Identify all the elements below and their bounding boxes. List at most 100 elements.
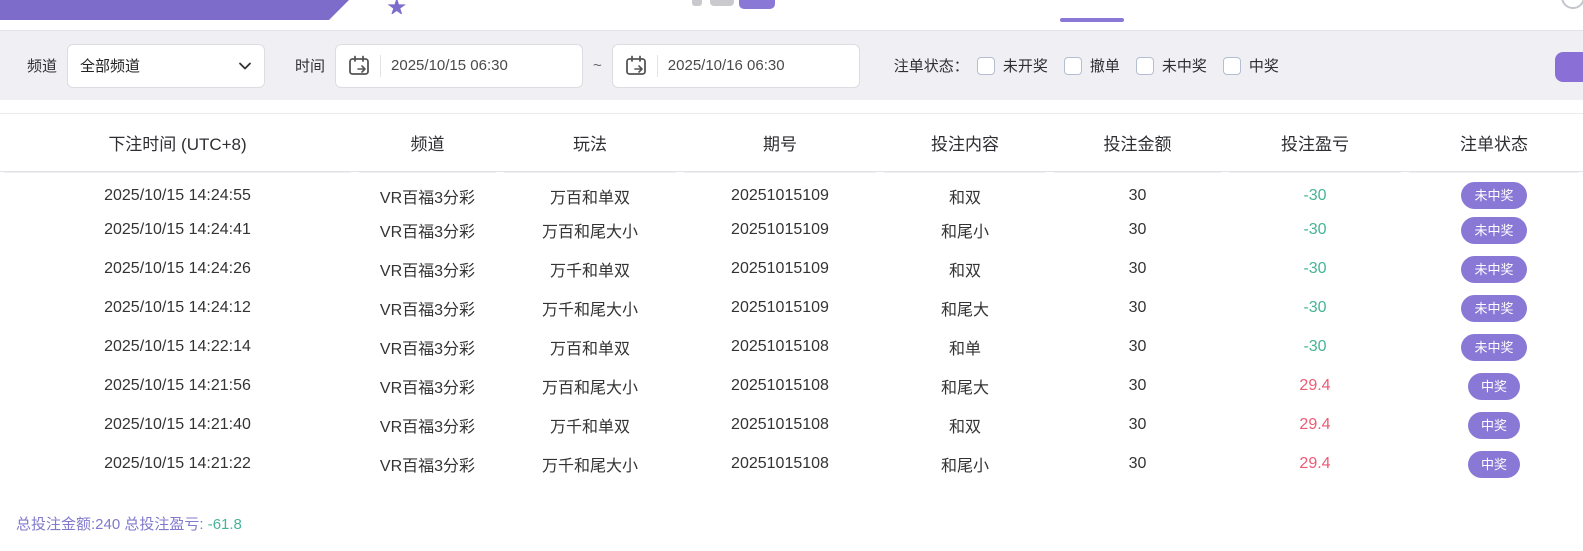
time-cell: 2025/10/15 14:21:56: [104, 377, 251, 394]
table-header-row: 下注时间 (UTC+8) 频道 玩法 期号 投注内容 投注金额 投注盈亏 注单状…: [0, 113, 1583, 172]
play-cell: 万百和尾大小: [541, 224, 638, 241]
amount-cell: 30: [1128, 221, 1147, 238]
time-cell: 2025/10/15 14:22:14: [104, 338, 251, 355]
profit-cell: 29.4: [1225, 367, 1405, 406]
issue-cell: 20251015108: [731, 338, 829, 355]
time-cell: 2025/10/15 14:24:26: [104, 260, 251, 277]
time-label: 时间: [295, 58, 326, 75]
content-cell: 和尾大: [940, 380, 989, 397]
channel-cell: VR百福3分彩: [379, 380, 476, 397]
status-cell: 中奖: [1405, 445, 1583, 484]
table-row: 2025/10/15 14:21:40 VR百福3分彩 万千和单双 202510151…: [0, 406, 1583, 445]
time-cell: 2025/10/15 14:24:12: [104, 299, 251, 316]
channel-select-value: 全部频道: [80, 58, 141, 75]
amount-cell: 30: [1128, 260, 1147, 277]
issue-cell: 20251015108: [731, 455, 829, 472]
status-badge: 中奖: [1467, 372, 1520, 400]
date-from-input[interactable]: 2025/10/15 06:30: [335, 43, 584, 88]
play-cell: 万百和单双: [549, 341, 630, 358]
profit-cell: -30: [1225, 172, 1405, 211]
channel-cell: VR百福3分彩: [379, 189, 476, 207]
status-badge: 中奖: [1467, 411, 1520, 439]
checkbox-label: 撤单: [1089, 58, 1120, 75]
checkbox-not-drawn[interactable]: 未开奖: [976, 55, 1048, 76]
col-header-play: 玩法: [500, 114, 680, 172]
issue-cell: 20251015108: [731, 416, 829, 433]
status-badge: 未中奖: [1461, 182, 1527, 210]
channel-label: 频道: [27, 58, 58, 75]
checkbox-box: [976, 56, 995, 75]
col-header-content: 投注内容: [880, 114, 1050, 172]
checkbox-box: [1063, 56, 1082, 75]
profit-cell: -30: [1225, 250, 1405, 289]
play-cell: 万千和尾大小: [541, 302, 638, 319]
status-badge: 未中奖: [1461, 294, 1527, 322]
status-cell: 未中奖: [1405, 289, 1583, 328]
cropped-avatar-circle: [1561, 0, 1583, 9]
channel-cell: VR百福3分彩: [379, 419, 476, 436]
divider: [380, 54, 382, 77]
profit-cell: 29.4: [1225, 445, 1405, 484]
status-badge: 中奖: [1467, 450, 1520, 478]
divider: [656, 54, 658, 77]
profit-cell: -30: [1225, 211, 1405, 250]
bet-table-section: 下注时间 (UTC+8) 频道 玩法 期号 投注内容 投注金额 投注盈亏 注单状…: [0, 100, 1583, 484]
play-cell: 万千和尾大小: [541, 458, 638, 475]
table-row: 2025/10/15 14:21:56 VR百福3分彩 万百和尾大小 20251015…: [0, 367, 1583, 406]
col-header-issue: 期号: [680, 114, 880, 172]
status-cell: 未中奖: [1405, 211, 1583, 250]
bet-table-body: 2025/10/15 14:24:55 VR百福3分彩 万百和单双 202510151…: [0, 172, 1583, 484]
star-icon: ★: [386, 0, 414, 14]
play-cell: 万百和尾大小: [541, 380, 638, 397]
content-cell: 和尾小: [940, 458, 989, 475]
table-row: 2025/10/15 14:24:55 VR百福3分彩 万百和单双 202510151…: [0, 172, 1583, 211]
checkbox-won[interactable]: 中奖: [1222, 55, 1279, 76]
total-profit-value: -61.8: [203, 516, 242, 533]
status-badge: 未中奖: [1461, 216, 1527, 244]
table-row: 2025/10/15 14:21:22 VR百福3分彩 万千和尾大小 20251015…: [0, 445, 1583, 484]
active-tab-indicator: [1060, 18, 1124, 22]
status-label: 注单状态：: [893, 58, 969, 75]
status-badge: 未中奖: [1461, 255, 1527, 283]
profit-value: -30: [1303, 260, 1327, 277]
filter-bar: 频道 全部频道 时间 2025/10/15 06:30 ~ 2025/10/16…: [0, 31, 1583, 100]
search-button[interactable]: [1555, 52, 1583, 82]
checkbox-not-won[interactable]: 未中奖: [1135, 55, 1207, 76]
profit-value: 29.4: [1299, 416, 1331, 433]
amount-cell: 30: [1128, 338, 1147, 355]
content-cell: 和尾大: [940, 302, 989, 319]
col-header-bet-time: 下注时间 (UTC+8): [0, 114, 355, 172]
channel-cell: VR百福3分彩: [379, 341, 476, 358]
profit-cell: -30: [1225, 328, 1405, 367]
checkbox-cancelled[interactable]: 撤单: [1063, 55, 1120, 76]
checkbox-label: 未中奖: [1161, 58, 1207, 75]
cropped-purple-button[interactable]: [739, 0, 775, 9]
channel-select[interactable]: 全部频道: [67, 43, 266, 88]
time-cell: 2025/10/15 14:24:41: [104, 221, 251, 238]
calendar-icon: [349, 55, 369, 75]
checkbox-box: [1135, 56, 1154, 75]
issue-cell: 20251015109: [731, 299, 829, 316]
profit-value: -30: [1303, 299, 1327, 316]
profit-value: -30: [1303, 338, 1327, 355]
profit-value: -30: [1303, 221, 1327, 238]
chevron-down-icon: [239, 62, 251, 69]
play-cell: 万百和单双: [549, 189, 630, 207]
top-strip: ★: [0, 0, 1583, 31]
profit-value: -30: [1303, 186, 1327, 204]
table-row: 2025/10/15 14:24:12 VR百福3分彩 万千和尾大小 20251015…: [0, 289, 1583, 328]
table-row: 2025/10/15 14:22:14 VR百福3分彩 万百和单双 202510151…: [0, 328, 1583, 367]
bet-table: 下注时间 (UTC+8) 频道 玩法 期号 投注内容 投注金额 投注盈亏 注单状…: [0, 113, 1583, 484]
time-cell: 2025/10/15 14:21:40: [104, 416, 251, 433]
status-badge: 未中奖: [1461, 333, 1527, 361]
status-cell: 未中奖: [1405, 250, 1583, 289]
content-cell: 和单: [948, 341, 981, 358]
channel-cell: VR百福3分彩: [379, 458, 476, 475]
cropped-gray-button: [710, 0, 734, 6]
issue-cell: 20251015108: [731, 377, 829, 394]
calendar-icon: [625, 55, 646, 75]
play-cell: 万千和单双: [549, 263, 630, 280]
profit-cell: 29.4: [1225, 406, 1405, 445]
table-row: 2025/10/15 14:24:41 VR百福3分彩 万百和尾大小 20251015…: [0, 211, 1583, 250]
date-to-input[interactable]: 2025/10/16 06:30: [611, 43, 860, 88]
